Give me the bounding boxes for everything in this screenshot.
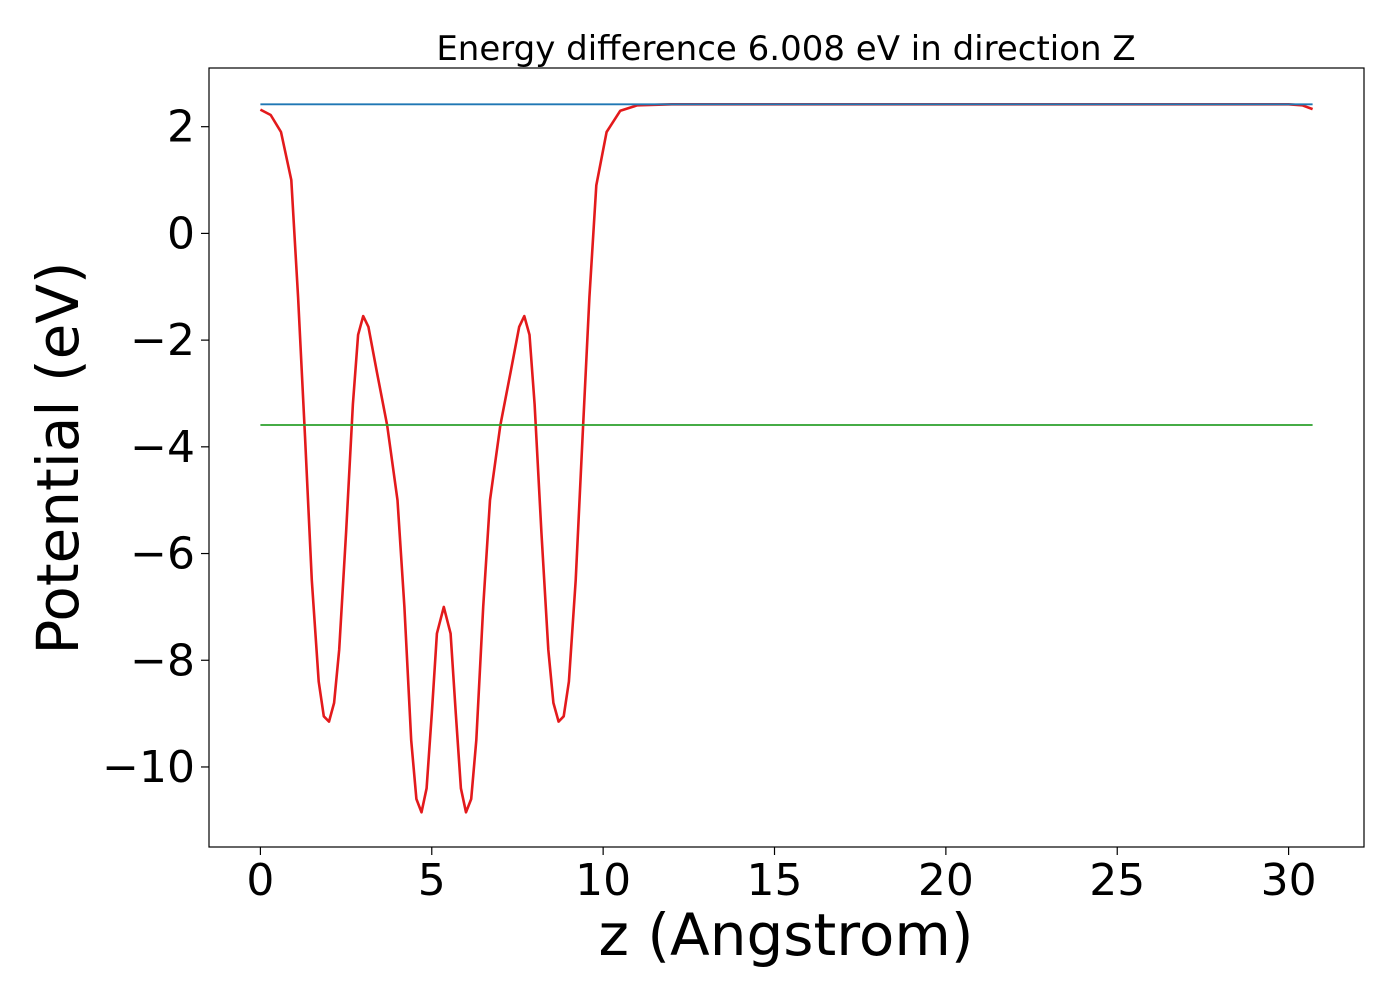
x-tick-label: 30 [1261, 855, 1317, 906]
x-tick-label: 25 [1089, 855, 1145, 906]
y-tick-label: 2 [167, 102, 195, 153]
x-tick-label: 20 [918, 855, 974, 906]
y-tick-label: −4 [130, 422, 195, 473]
y-tick-label: −2 [130, 315, 195, 366]
y-axis-title: Potential (eV) [24, 261, 92, 654]
x-axis-title: z (Angstrom) [599, 901, 974, 969]
x-tick-label: 5 [418, 855, 446, 906]
plot-frame [208, 67, 1365, 848]
x-tick-label: 0 [246, 855, 274, 906]
x-tick-label: 15 [747, 855, 803, 906]
y-axis: 2 0 −2 −4 −6 −8 −10 [102, 102, 209, 793]
chart-title: Energy difference 6.008 eV in direction … [436, 29, 1135, 69]
y-tick-label: 0 [167, 208, 195, 259]
y-tick-label: −6 [130, 529, 195, 580]
x-tick-label: 10 [575, 855, 631, 906]
y-tick-label: −10 [102, 742, 195, 793]
y-tick-label: −8 [130, 635, 195, 686]
series-layer [259, 103, 1314, 814]
series-line-1 [259, 103, 1314, 814]
x-axis: 0 5 10 15 20 25 30 [246, 847, 1317, 906]
